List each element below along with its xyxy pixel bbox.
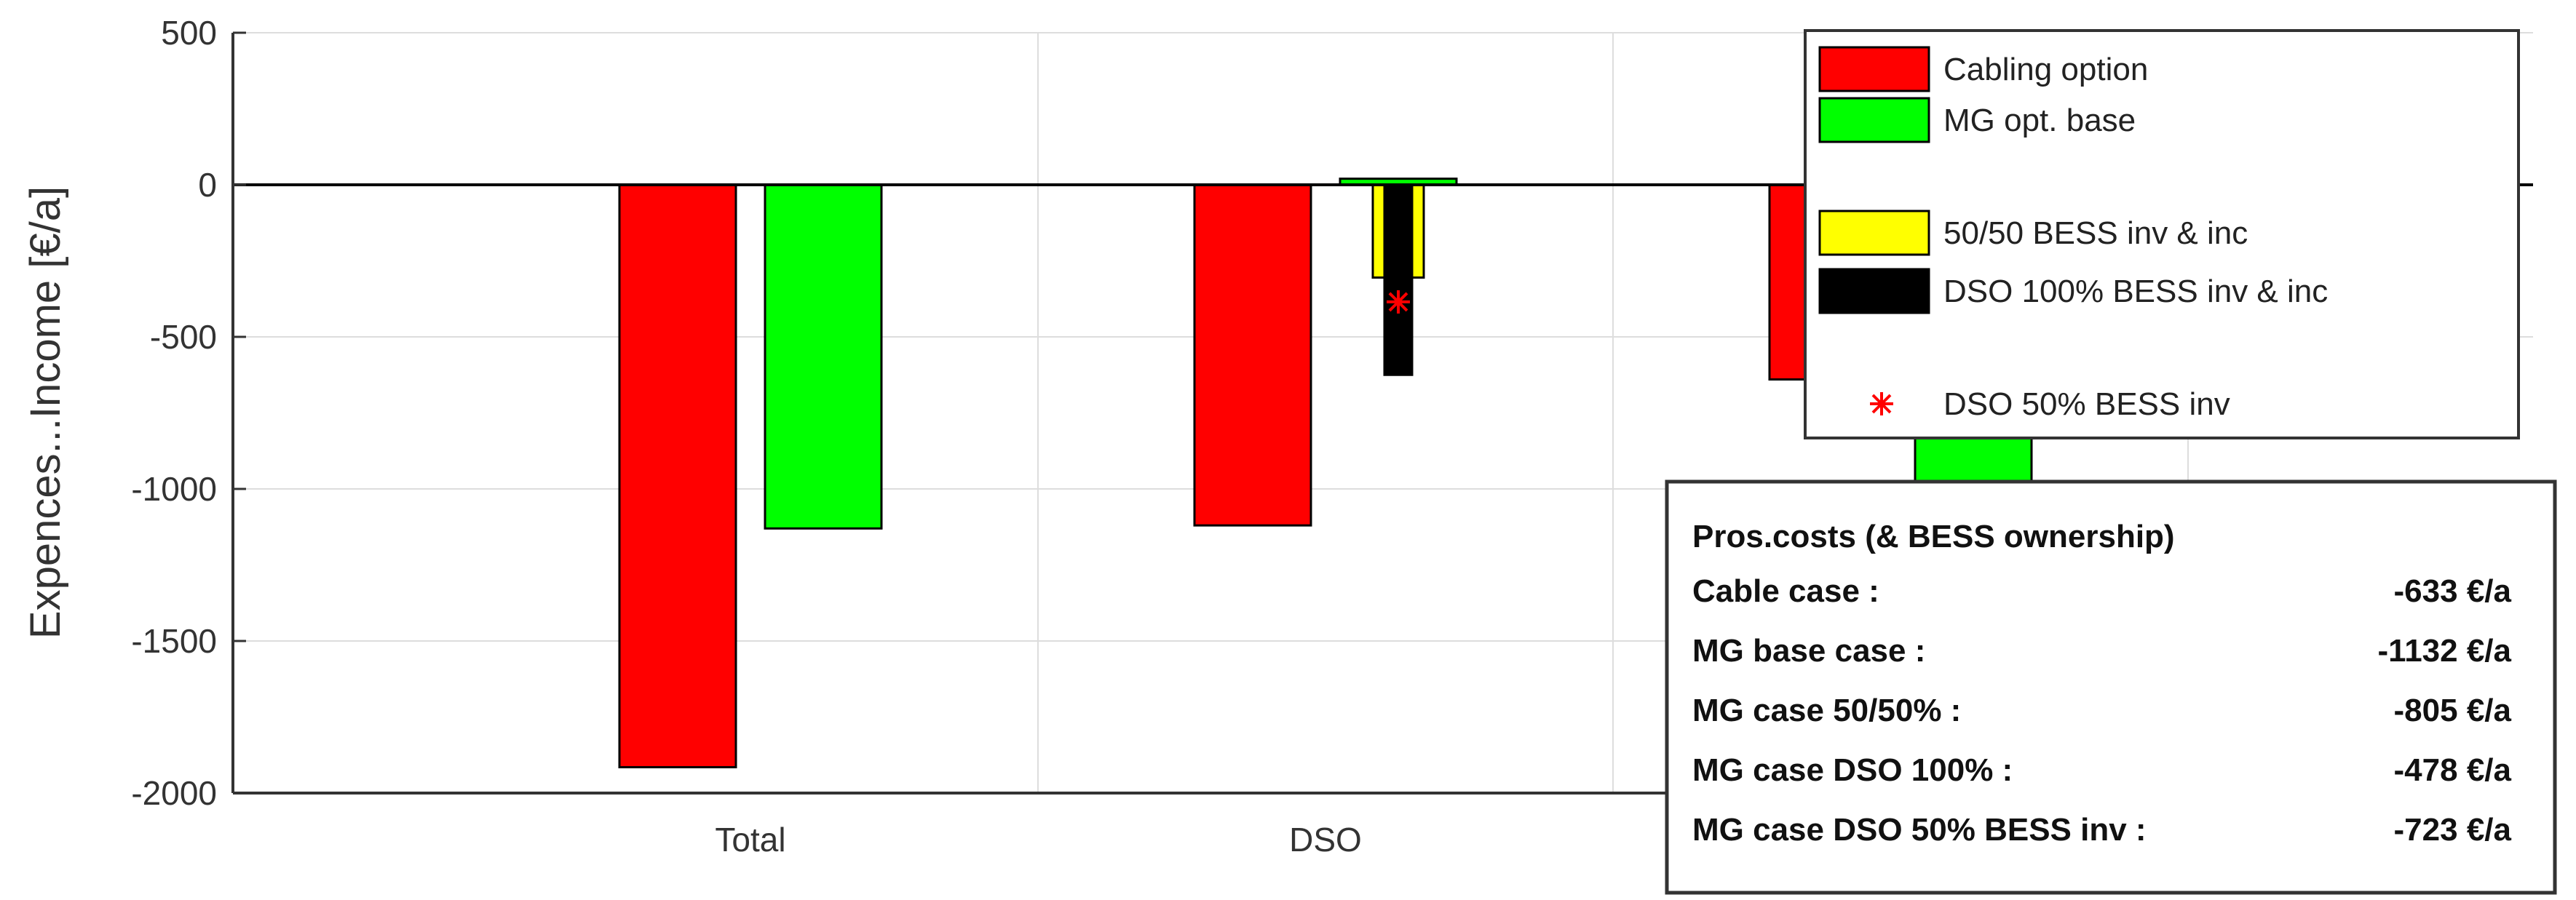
legend-label: DSO 100% BESS inv & inc: [1943, 274, 2328, 309]
y-ticks: 500 0 -500 -1000 -1500 -2000: [131, 14, 246, 812]
legend-swatch: [1818, 210, 1930, 256]
info-row-label: MG case 50/50% :: [1692, 693, 1961, 728]
info-box: Pros.costs (& BESS ownership) Cable case…: [1665, 479, 2557, 895]
x-tick-label: DSO: [1289, 821, 1362, 859]
info-row-value: -723 €/a: [2394, 812, 2512, 848]
y-tick-label: -1000: [131, 470, 217, 508]
info-row-label: MG case DSO 50% BESS inv :: [1692, 812, 2147, 848]
legend-swatch-marker: [1870, 392, 1893, 415]
y-tick-label: 0: [198, 166, 217, 204]
bar-mg-opt-base: [764, 183, 883, 530]
y-tick-label: -1500: [131, 622, 217, 660]
info-box-frame: [1665, 479, 2557, 895]
legend-label: 50/50 BESS inv & inc: [1943, 215, 2248, 251]
info-row-label: MG case DSO 100% :: [1692, 752, 2013, 788]
info-title: Pros.costs (& BESS ownership): [1692, 519, 2175, 554]
info-row-value: -805 €/a: [2394, 693, 2512, 728]
bar-cabling-option: [618, 183, 737, 768]
x-tick-label: Total: [715, 821, 785, 859]
info-row-label: Cable case :: [1692, 573, 1879, 609]
legend-label: MG opt. base: [1943, 103, 2136, 138]
info-row-label: MG base case :: [1692, 633, 1925, 669]
bar-cabling-option: [1193, 183, 1312, 527]
info-row-value: -1132 €/a: [2378, 633, 2512, 669]
y-axis-label: Expences...Income [€/a]: [22, 186, 69, 639]
legend-label: Cabling option: [1943, 52, 2148, 87]
legend-swatch: [1818, 268, 1930, 314]
marker-dso-50-bess-inv: [1387, 290, 1410, 314]
info-row-value: -478 €/a: [2394, 752, 2512, 788]
bar-dso-100-bess: [1383, 183, 1414, 376]
legend-swatch: [1818, 97, 1930, 143]
legend-swatch: [1818, 46, 1930, 92]
y-tick-label: -2000: [131, 774, 217, 812]
y-tick-label: -500: [150, 318, 217, 356]
info-row-value: -633 €/a: [2394, 573, 2512, 609]
legend-label: DSO 50% BESS inv: [1943, 386, 2230, 422]
legend: Cabling option MG opt. base 50/50 BESS inv…: [1804, 29, 2520, 439]
y-tick-label: 500: [161, 14, 217, 52]
